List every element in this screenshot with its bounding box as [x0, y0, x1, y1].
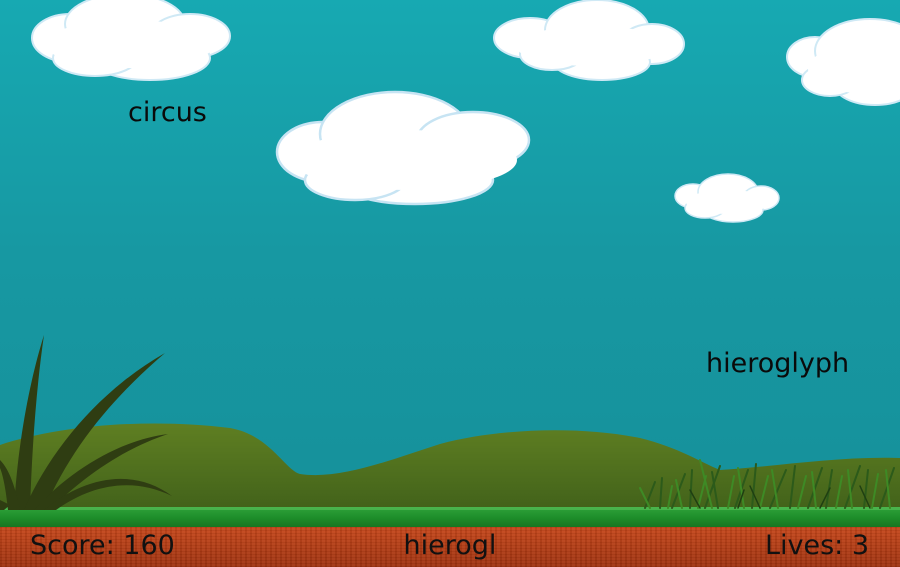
falling-word-hieroglyph: hieroglyph	[706, 348, 850, 379]
grass-tuft	[639, 459, 895, 509]
hills	[0, 423, 900, 510]
cloud-top-right	[786, 18, 900, 106]
typed-text-display: hierogl	[403, 530, 497, 561]
hud-bar: Score: 160 hierogl Lives: 3	[0, 527, 900, 567]
cloud-center	[275, 90, 531, 206]
falling-word-circus: circus	[128, 97, 207, 128]
score-display: Score: 160	[30, 530, 175, 561]
tall-grass	[0, 335, 172, 510]
cloud-top-middle	[493, 0, 685, 81]
cloud-small	[674, 173, 780, 223]
cloud-top-left	[31, 0, 231, 81]
lives-display: Lives: 3	[764, 530, 869, 561]
grass-strip	[0, 507, 900, 529]
